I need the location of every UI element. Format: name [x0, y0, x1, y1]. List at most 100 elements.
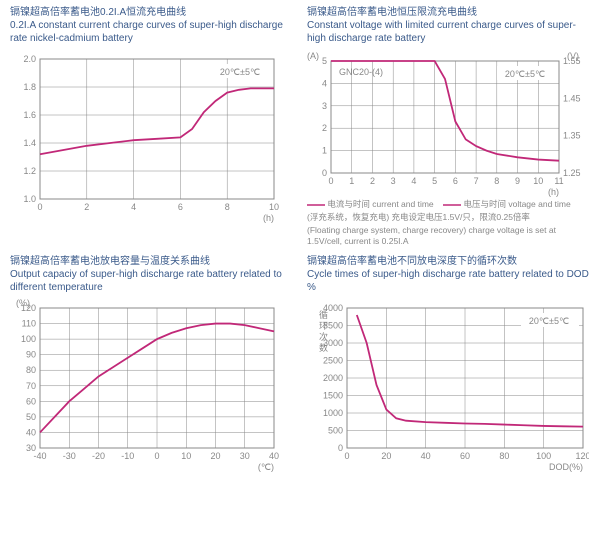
svg-text:9: 9: [515, 176, 520, 186]
panel-title: 镉镍超高倍率蓄电池放电容量与温度关系曲线 Output capaciy of s…: [10, 255, 293, 294]
panel-temp-capacity: 镉镍超高倍率蓄电池放电容量与温度关系曲线 Output capaciy of s…: [10, 255, 293, 474]
svg-text:0: 0: [322, 168, 327, 178]
svg-text:1000: 1000: [323, 408, 343, 418]
svg-text:2: 2: [322, 123, 327, 133]
title-cn: 镉镍超高倍率蓄电池恒压限流充电曲线: [307, 6, 590, 19]
svg-text:2: 2: [84, 202, 89, 212]
legend1: 电流与时间 current and time: [327, 199, 433, 209]
svg-text:2.0: 2.0: [23, 54, 36, 64]
svg-text:5: 5: [432, 176, 437, 186]
svg-text:90: 90: [26, 350, 36, 360]
svg-text:(h): (h): [548, 187, 559, 197]
svg-text:1.8: 1.8: [23, 82, 36, 92]
svg-text:1.4: 1.4: [23, 138, 36, 148]
footnote-cn: (浮充系统，恢复充电) 充电设定电压1.5V/只，限流0.25倍率: [307, 212, 590, 223]
svg-text:循环次数: 循环次数: [319, 309, 328, 353]
legend-b: 电流与时间 current and time 电压与时间 voltage and…: [307, 199, 590, 210]
svg-text:1500: 1500: [323, 391, 343, 401]
svg-text:100: 100: [536, 451, 551, 461]
svg-text:2: 2: [370, 176, 375, 186]
svg-text:60: 60: [26, 397, 36, 407]
svg-text:0: 0: [338, 443, 343, 453]
svg-text:40: 40: [26, 428, 36, 438]
svg-text:10: 10: [533, 176, 543, 186]
svg-text:GNC20-(4): GNC20-(4): [339, 67, 383, 77]
svg-text:0: 0: [154, 451, 159, 461]
svg-text:70: 70: [26, 381, 36, 391]
svg-text:30: 30: [240, 451, 250, 461]
svg-text:(%): (%): [16, 298, 30, 308]
svg-text:4: 4: [411, 176, 416, 186]
panel-charge-curve: 镉镍超高倍率蓄电池0.2I.A恒流充电曲线 0.2I.A constant cu…: [10, 6, 293, 247]
svg-text:(V): (V): [567, 51, 579, 61]
svg-text:0: 0: [328, 176, 333, 186]
svg-text:3: 3: [322, 101, 327, 111]
svg-text:1.25: 1.25: [563, 168, 581, 178]
svg-text:20℃±5℃: 20℃±5℃: [529, 316, 569, 326]
svg-text:80: 80: [499, 451, 509, 461]
svg-text:80: 80: [26, 365, 36, 375]
svg-text:6: 6: [178, 202, 183, 212]
panel-cv-charge: 镉镍超高倍率蓄电池恒压限流充电曲线 Constant voltage with …: [307, 6, 590, 247]
svg-text:DOD(%): DOD(%): [549, 462, 583, 472]
chart-grid: 镉镍超高倍率蓄电池0.2I.A恒流充电曲线 0.2I.A constant cu…: [10, 6, 590, 474]
footnote-en: (Floating charge system, charge recovery…: [307, 225, 590, 247]
svg-text:5: 5: [322, 56, 327, 66]
svg-text:110: 110: [22, 319, 36, 329]
svg-text:1: 1: [322, 146, 327, 156]
chart-a: 0 2 4 6 8 10 1.0 1.2 1.4 1.6 1.8 2.0 (h) 20℃±5℃: [10, 49, 293, 225]
title-en: Output capaciy of super-high discharge r…: [10, 268, 293, 294]
title-en: 0.2I.A constant current charge curves of…: [10, 19, 293, 45]
svg-text:-20: -20: [92, 451, 105, 461]
svg-text:8: 8: [225, 202, 230, 212]
title-en: Constant voltage with limited current ch…: [307, 19, 590, 45]
svg-text:100: 100: [21, 334, 36, 344]
svg-text:2000: 2000: [323, 373, 343, 383]
svg-text:0: 0: [344, 451, 349, 461]
svg-text:2500: 2500: [323, 356, 343, 366]
svg-text:10: 10: [269, 202, 279, 212]
panel-title: 镉镍超高倍率蓄电池恒压限流充电曲线 Constant voltage with …: [307, 6, 590, 45]
svg-text:20℃±5℃: 20℃±5℃: [505, 69, 545, 79]
svg-text:120: 120: [575, 451, 589, 461]
svg-text:1.0: 1.0: [23, 194, 36, 204]
panel-title: 镉镍超高倍率蓄电池0.2I.A恒流充电曲线 0.2I.A constant cu…: [10, 6, 293, 45]
panel-cycle-dod: 镉镍超高倍率蓄电池不同放电深度下的循环次数 Cycle times of sup…: [307, 255, 590, 474]
svg-text:10: 10: [181, 451, 191, 461]
svg-text:-10: -10: [121, 451, 134, 461]
svg-text:60: 60: [460, 451, 470, 461]
svg-text:7: 7: [474, 176, 479, 186]
svg-text:50: 50: [26, 412, 36, 422]
legend2: 电压与时间 voltage and time: [463, 199, 570, 209]
svg-text:4: 4: [131, 202, 136, 212]
title-en: Cycle times of super-high discharge rate…: [307, 268, 590, 294]
svg-text:500: 500: [328, 426, 343, 436]
chart-c: -40-30-20-100102030403040506070809010011…: [10, 298, 293, 474]
svg-text:40: 40: [269, 451, 279, 461]
svg-text:8: 8: [494, 176, 499, 186]
svg-text:0: 0: [37, 202, 42, 212]
svg-text:(℃): (℃): [258, 462, 274, 472]
title-cn: 镉镍超高倍率蓄电池放电容量与温度关系曲线: [10, 255, 293, 268]
svg-text:3: 3: [391, 176, 396, 186]
svg-text:6: 6: [453, 176, 458, 186]
svg-text:1.35: 1.35: [563, 131, 581, 141]
svg-text:30: 30: [26, 443, 36, 453]
chart-b: 012345678910110123451.251.351.451.55(h)(…: [307, 49, 590, 197]
svg-text:40: 40: [421, 451, 431, 461]
svg-text:1.6: 1.6: [23, 110, 36, 120]
svg-text:1.45: 1.45: [563, 93, 581, 103]
svg-text:(h): (h): [263, 213, 274, 223]
svg-text:1.2: 1.2: [23, 166, 36, 176]
svg-text:(A): (A): [307, 51, 319, 61]
svg-text:20℃±5℃: 20℃±5℃: [220, 67, 260, 77]
svg-text:-30: -30: [63, 451, 76, 461]
svg-text:4: 4: [322, 78, 327, 88]
chart-d: 0204060801001200500100015002000250030003…: [307, 298, 590, 474]
panel-title: 镉镍超高倍率蓄电池不同放电深度下的循环次数 Cycle times of sup…: [307, 255, 590, 294]
title-cn: 镉镍超高倍率蓄电池不同放电深度下的循环次数: [307, 255, 590, 268]
svg-text:20: 20: [210, 451, 220, 461]
svg-text:1: 1: [349, 176, 354, 186]
title-cn: 镉镍超高倍率蓄电池0.2I.A恒流充电曲线: [10, 6, 293, 19]
svg-text:20: 20: [381, 451, 391, 461]
